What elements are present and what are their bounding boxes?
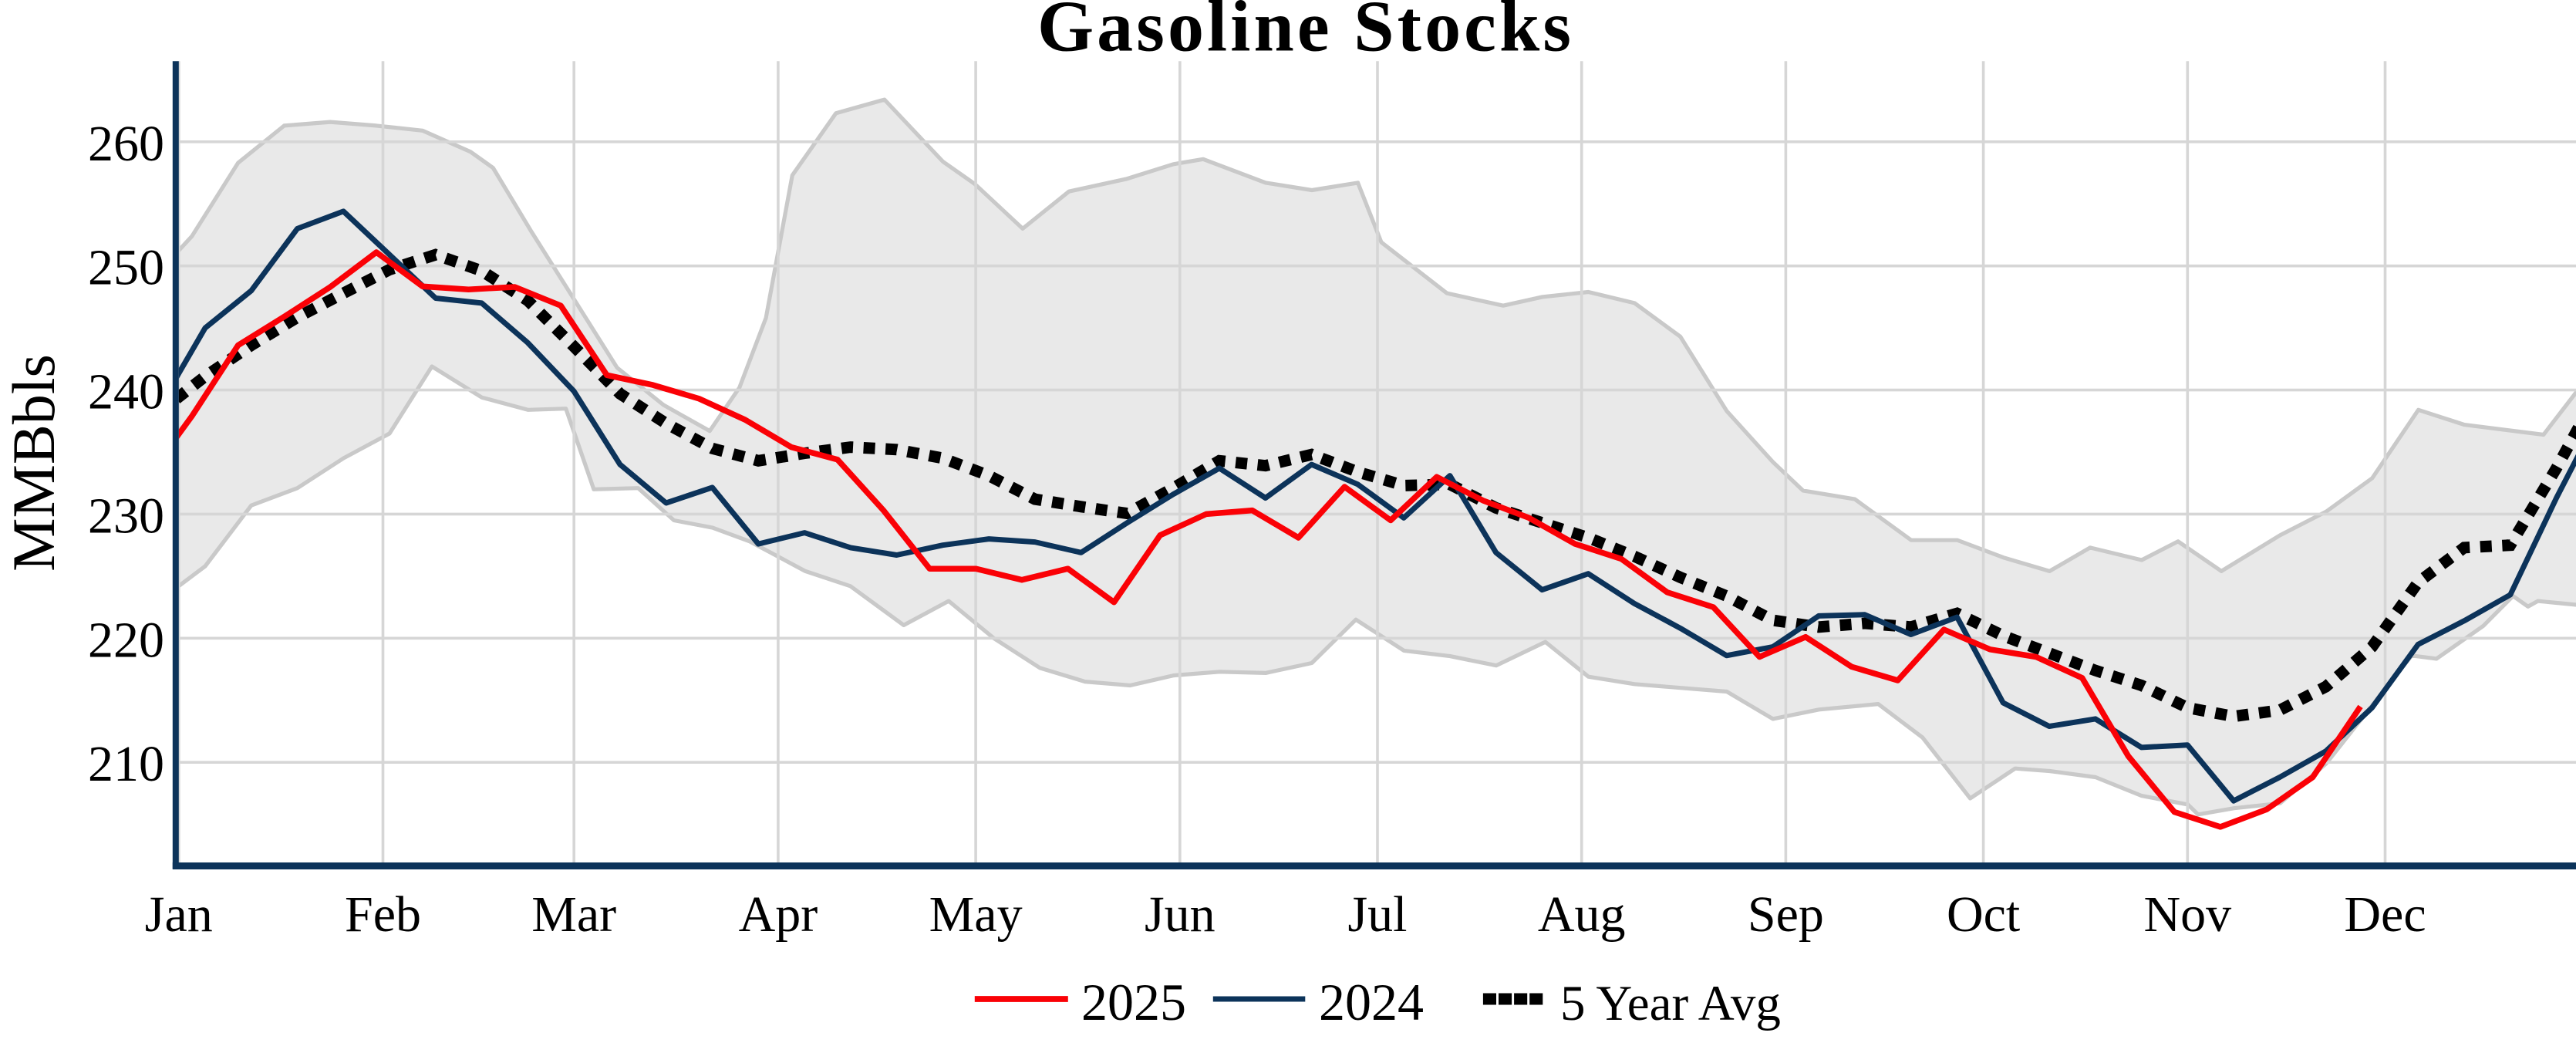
- svg-text:230: 230: [88, 488, 164, 544]
- svg-text:Jul: Jul: [1347, 886, 1407, 943]
- svg-text:Feb: Feb: [345, 886, 421, 943]
- svg-text:MMBbls: MMBbls: [0, 354, 67, 572]
- svg-text:Nov: Nov: [2143, 886, 2231, 943]
- svg-text:Oct: Oct: [1947, 886, 2020, 943]
- svg-text:Sep: Sep: [1748, 886, 1824, 943]
- svg-text:Gasoline Stocks: Gasoline Stocks: [1037, 0, 1574, 67]
- svg-text:2024: 2024: [1319, 973, 1424, 1031]
- svg-text:Dec: Dec: [2344, 886, 2426, 943]
- svg-text:Jan: Jan: [145, 886, 213, 943]
- svg-text:2025: 2025: [1081, 973, 1186, 1031]
- svg-text:Apr: Apr: [739, 886, 818, 943]
- svg-text:260: 260: [88, 116, 164, 172]
- svg-text:Jun: Jun: [1145, 886, 1216, 943]
- svg-text:250: 250: [88, 240, 164, 296]
- svg-text:May: May: [929, 886, 1023, 943]
- svg-text:220: 220: [88, 612, 164, 668]
- svg-text:240: 240: [88, 364, 164, 420]
- svg-text:Aug: Aug: [1538, 886, 1626, 943]
- svg-text:210: 210: [88, 736, 164, 792]
- svg-text:5 Year Avg: 5 Year Avg: [1560, 976, 1781, 1031]
- svg-text:Mar: Mar: [531, 886, 616, 943]
